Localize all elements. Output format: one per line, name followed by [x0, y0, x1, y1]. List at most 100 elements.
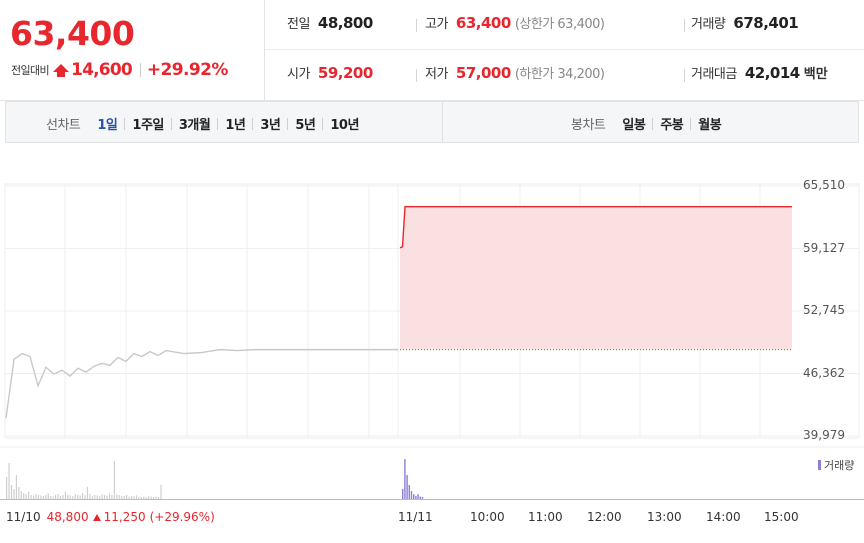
volume-bar — [404, 459, 406, 499]
volume-bar — [30, 495, 32, 499]
volume-bar — [155, 496, 157, 499]
series-line-day2 — [399, 205, 792, 249]
tab-divider — [170, 117, 172, 130]
amount-label: 거래대금 — [691, 67, 737, 82]
series-area-day2 — [400, 206, 792, 350]
volume-bar — [25, 494, 27, 499]
line-tab-1[interactable]: 1주일 — [132, 118, 164, 133]
tab-divider — [287, 117, 289, 130]
quote-summary: 63,400 전일대비 14,600 +29.92% 전일 48,800 고가 … — [0, 0, 864, 101]
volume-bar — [79, 495, 81, 499]
volume-bar — [118, 495, 120, 499]
volume-bar — [145, 497, 147, 499]
volume-bar — [42, 496, 44, 499]
x-tick-label: 12:00 — [587, 510, 622, 524]
volume-bar — [157, 497, 160, 499]
volume-bar — [89, 494, 91, 499]
volume-bar — [91, 495, 93, 499]
intraday-price-chart: 65,510 59,127 52,745 46,362 39,979 11/11 10:0… — [0, 150, 864, 543]
volume-legend: 거래량 — [818, 457, 854, 473]
volume-bar — [419, 496, 421, 499]
lower-limit-value: (하한가 34,200) — [514, 67, 605, 82]
amount-unit: 백만 — [803, 67, 828, 82]
line-chart-label: 선차트 — [46, 118, 81, 133]
x-tick-label: 11/11 — [398, 510, 433, 524]
high-label: 고가 — [425, 17, 448, 32]
candle-chart-tabs: 봉차트 일봉 주봉 월봉 — [571, 114, 722, 133]
line-tab-3[interactable]: 1년 — [225, 118, 246, 133]
volume-bar — [111, 495, 113, 499]
upper-limit-value: (상한가 63,400) — [514, 17, 605, 32]
prev-day-change-pct: (+29.96%) — [149, 510, 215, 524]
volume-label: 거래량 — [691, 17, 726, 32]
change-percent: +29.92% — [146, 60, 228, 80]
volume-bar — [55, 495, 57, 499]
volume-bar — [35, 494, 37, 499]
tab-divider — [217, 117, 219, 130]
prev-day-change: 11,250 — [103, 510, 146, 524]
chart-period-tabs: 선차트 1일 1주일 3개월 1년 3년 5년 10년 봉차트 일봉 주봉 월봉 — [5, 101, 859, 143]
low-label: 저가 — [425, 67, 448, 82]
candle-tab-1[interactable]: 주봉 — [660, 118, 684, 133]
volume-bar — [40, 495, 42, 499]
volume-bar — [52, 496, 54, 499]
tab-divider — [124, 117, 126, 130]
prev-day-info: 11/10 48,800 11,250 (+29.96%) — [6, 510, 215, 524]
volume-bar — [96, 495, 98, 499]
volume-bar — [37, 495, 40, 499]
volume-bar — [128, 496, 130, 499]
prev-day-close: 48,800 — [46, 510, 89, 524]
volume-bar — [113, 461, 115, 499]
candle-chart-label: 봉차트 — [571, 118, 606, 133]
amount-stat: 거래대금 42,014 백만 — [691, 63, 828, 82]
volume-bar — [121, 495, 123, 499]
volume-bar — [94, 495, 96, 499]
volume-bar — [410, 491, 413, 499]
candle-tab-0[interactable]: 일봉 — [622, 118, 646, 133]
volume-bar — [57, 494, 59, 499]
volume-bar — [28, 491, 30, 499]
line-tab-0[interactable]: 1일 — [97, 118, 118, 133]
y-tick-label: 59,127 — [803, 240, 845, 255]
volume-bar — [143, 496, 145, 499]
volume-bar — [135, 495, 138, 499]
volume-bar — [32, 495, 35, 499]
volume-bar — [406, 475, 408, 499]
line-tab-5[interactable]: 5년 — [295, 118, 316, 133]
change-label: 전일대비 — [11, 64, 50, 77]
line-tab-2[interactable]: 3개월 — [178, 118, 211, 133]
volume-bar — [104, 495, 106, 499]
divider — [416, 69, 417, 82]
open-stat: 시가 59,200 — [287, 63, 373, 82]
volume-bar — [64, 491, 66, 499]
x-tick-label: 14:00 — [706, 510, 741, 524]
tab-divider — [690, 117, 692, 130]
line-tab-4[interactable]: 3년 — [260, 118, 281, 133]
volume-bar — [99, 496, 101, 499]
volume-bar — [81, 493, 84, 499]
volume-bar — [59, 495, 62, 499]
volume-bar — [421, 497, 424, 499]
change-amount: 14,600 — [71, 60, 133, 80]
volume-bar — [413, 494, 415, 499]
up-triangle-icon — [92, 513, 101, 521]
volume-bar — [72, 496, 74, 499]
volume-bar — [47, 493, 49, 499]
volume-bar — [133, 496, 135, 499]
volume-bar — [15, 475, 17, 499]
volume-bar — [417, 494, 419, 499]
candle-tab-2[interactable]: 월봉 — [698, 118, 722, 133]
divider — [139, 63, 141, 77]
y-tick-label: 39,979 — [803, 428, 845, 442]
prev-day-date: 11/10 — [6, 510, 41, 524]
x-tick-label: 10:00 — [470, 510, 505, 524]
stats-row-1: 전일 48,800 고가 63,400 (상한가 63,400) 거래량 678… — [265, 0, 864, 50]
prev-close-value: 48,800 — [317, 14, 373, 32]
tab-divider — [252, 117, 254, 130]
line-chart-tabs: 선차트 1일 1주일 3개월 1년 3년 5년 10년 — [46, 114, 359, 133]
volume-bar — [74, 494, 76, 499]
volume-bar — [123, 496, 125, 499]
volume-bar — [106, 495, 108, 499]
line-tab-6[interactable]: 10년 — [330, 118, 359, 133]
volume-bar — [18, 487, 20, 499]
